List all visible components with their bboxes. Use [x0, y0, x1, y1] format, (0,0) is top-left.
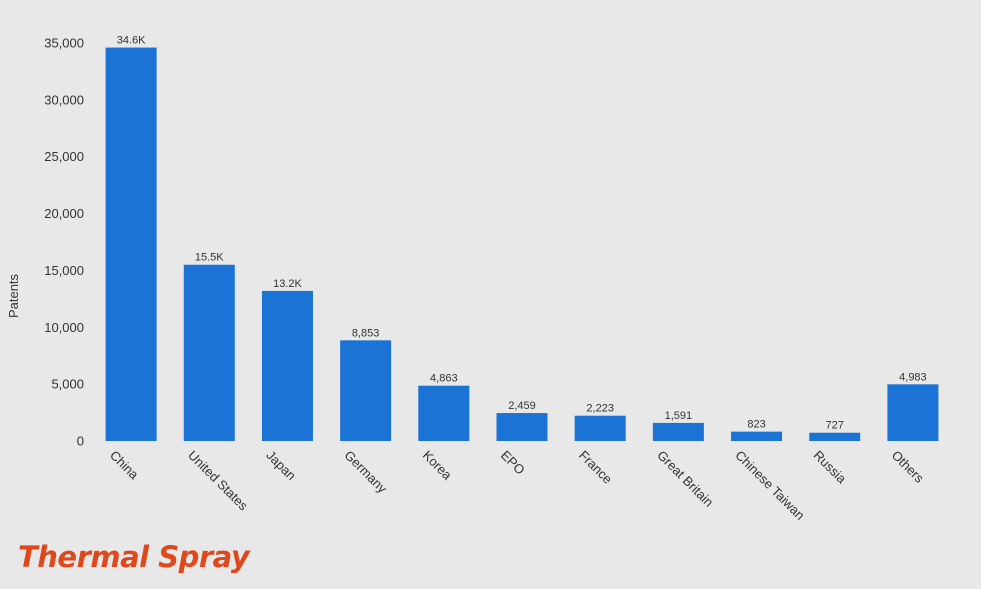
y-tick-label: 30,000	[44, 92, 84, 107]
data-labels: 34.6K 15.5K 13.2K 8,853 4,863 2,459 2,223 1,591…	[117, 35, 927, 432]
bar-value-label: 13.2K	[273, 278, 302, 290]
bar-value-label: 4,863	[430, 373, 458, 385]
bar	[418, 385, 470, 441]
bar-value-label: 2,459	[508, 400, 536, 412]
bar	[183, 264, 235, 441]
bar-value-label: 34.6K	[117, 35, 146, 47]
bar	[731, 431, 783, 441]
x-category-label: France	[576, 448, 615, 487]
y-tick-label: 20,000	[44, 206, 84, 221]
x-category-label: Russia	[811, 448, 850, 487]
x-category-label: Great Britain	[654, 448, 716, 510]
bar	[652, 422, 704, 441]
bar	[887, 384, 939, 441]
y-tick-label: 15,000	[44, 263, 84, 278]
bar	[105, 47, 157, 441]
y-tick-label: 5,000	[51, 377, 84, 392]
bar	[340, 340, 392, 441]
bar-value-label: 727	[826, 420, 844, 432]
bar-value-label: 15.5K	[195, 252, 224, 264]
x-category-label: Japan	[263, 448, 299, 484]
bar-value-label: 823	[747, 419, 765, 431]
bar-value-label: 1,591	[665, 410, 693, 422]
x-axis-labels: China United States Japan Germany Korea EPO Fr…	[107, 448, 927, 523]
y-axis-ticks: 0 5,000 10,000 15,000 20,000 25,000 30,000 35,0…	[44, 36, 84, 449]
y-tick-label: 0	[77, 434, 84, 449]
x-category-label: China	[107, 448, 142, 483]
x-category-label: Germany	[342, 448, 391, 497]
bar-value-label: 2,223	[586, 403, 614, 415]
bar	[261, 290, 313, 441]
bar	[809, 432, 861, 441]
caption-title: Thermal Spray	[18, 540, 250, 574]
bar-value-label: 8,853	[352, 327, 380, 339]
bar	[574, 415, 626, 441]
x-category-label: Chinese Taiwan	[732, 448, 807, 523]
x-category-label: Korea	[420, 448, 456, 484]
bar-value-label: 4,983	[899, 371, 927, 383]
bar-series	[105, 47, 939, 441]
y-tick-label: 35,000	[44, 36, 84, 51]
x-category-label: EPO	[498, 448, 528, 478]
x-category-label: United States	[185, 448, 251, 514]
y-tick-label: 10,000	[44, 320, 84, 335]
x-category-label: Others	[889, 448, 928, 487]
bar	[496, 413, 548, 441]
y-tick-label: 25,000	[44, 149, 84, 164]
y-axis-title: Patents	[6, 273, 21, 318]
